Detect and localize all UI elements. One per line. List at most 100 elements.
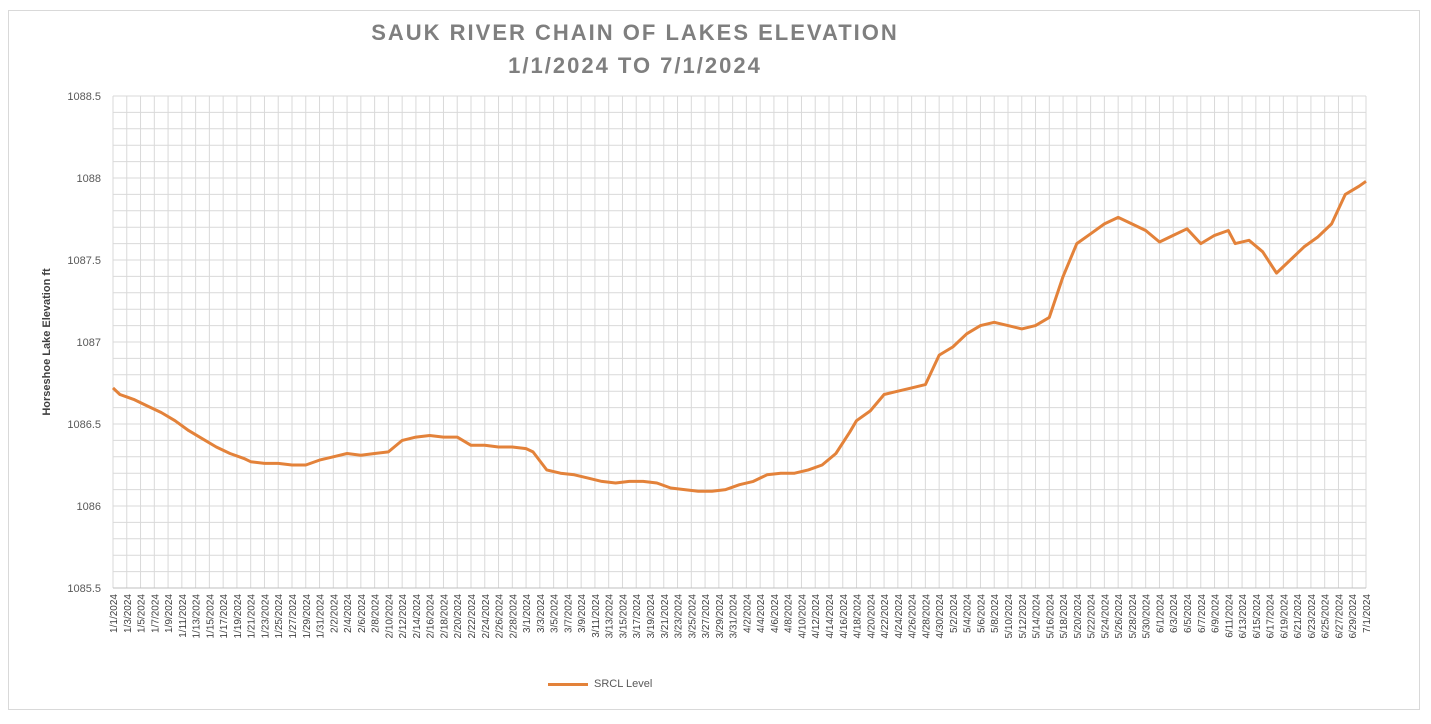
x-tick-label: 2/24/2024 — [481, 594, 492, 639]
x-tick-label: 1/5/2024 — [137, 594, 148, 633]
x-tick-label: 5/6/2024 — [976, 594, 987, 633]
x-tick-label: 1/19/2024 — [233, 594, 244, 639]
x-tick-label: 6/11/2024 — [1224, 594, 1235, 638]
x-tick-label: 5/24/2024 — [1100, 594, 1111, 639]
x-tick-label: 1/7/2024 — [150, 594, 161, 633]
x-tick-label: 4/26/2024 — [908, 594, 919, 639]
x-tick-label: 5/28/2024 — [1128, 594, 1139, 639]
x-tick-label: 1/31/2024 — [316, 594, 327, 639]
x-tick-label: 3/13/2024 — [605, 594, 616, 639]
x-tick-label: 4/16/2024 — [839, 594, 850, 639]
x-tick-label: 4/20/2024 — [866, 594, 877, 639]
x-tick-label: 3/27/2024 — [701, 594, 712, 639]
legend-label: SRCL Level — [594, 678, 653, 690]
y-tick-label: 1088.5 — [67, 91, 101, 103]
legend-swatch — [548, 682, 588, 686]
chart-title: SAUK RIVER CHAIN OF LAKES ELEVATION — [371, 20, 899, 45]
x-tick-label: 1/15/2024 — [205, 594, 216, 639]
x-tick-label: 5/20/2024 — [1073, 594, 1084, 639]
x-tick-label: 4/12/2024 — [811, 594, 822, 639]
x-tick-label: 1/27/2024 — [288, 594, 299, 639]
x-tick-label: 6/21/2024 — [1293, 594, 1304, 639]
x-tick-label: 2/2/2024 — [329, 594, 340, 633]
x-tick-label: 6/25/2024 — [1321, 594, 1332, 639]
chart-frame — [8, 10, 1420, 710]
x-tick-label: 2/26/2024 — [495, 594, 506, 639]
legend: SRCL Level — [548, 678, 652, 690]
x-tick-label: 4/8/2024 — [784, 594, 795, 633]
x-tick-label: 6/9/2024 — [1211, 594, 1222, 633]
x-tick-label: 2/22/2024 — [467, 594, 478, 639]
x-tick-label: 5/16/2024 — [1045, 594, 1056, 639]
x-tick-label: 3/23/2024 — [674, 594, 685, 639]
x-tick-label: 1/13/2024 — [192, 594, 203, 639]
y-tick-label: 1087 — [77, 337, 101, 349]
x-tick-label: 1/29/2024 — [302, 594, 313, 639]
x-tick-label: 5/14/2024 — [1032, 594, 1043, 639]
x-tick-label: 1/1/2024 — [109, 594, 120, 633]
x-tick-label: 1/3/2024 — [123, 594, 134, 633]
x-tick-label: 4/28/2024 — [921, 594, 932, 639]
x-tick-label: 3/11/2024 — [591, 594, 602, 638]
x-tick-label: 4/30/2024 — [935, 594, 946, 639]
x-tick-label: 4/18/2024 — [853, 594, 864, 639]
x-tick-label: 5/2/2024 — [949, 594, 960, 633]
x-tick-label: 1/25/2024 — [274, 594, 285, 639]
x-tick-label: 2/4/2024 — [343, 594, 354, 633]
x-tick-label: 3/17/2024 — [632, 594, 643, 639]
x-tick-label: 6/15/2024 — [1252, 594, 1263, 639]
x-tick-label: 4/14/2024 — [825, 594, 836, 639]
x-tick-label: 7/1/2024 — [1362, 594, 1373, 633]
x-tick-label: 5/8/2024 — [990, 594, 1001, 633]
x-tick-label: 2/18/2024 — [439, 594, 450, 639]
x-tick-label: 5/26/2024 — [1114, 594, 1125, 639]
x-tick-label: 4/10/2024 — [797, 594, 808, 639]
x-tick-label: 3/19/2024 — [646, 594, 657, 639]
x-tick-label: 6/5/2024 — [1183, 594, 1194, 633]
x-tick-label: 6/19/2024 — [1279, 594, 1290, 639]
x-tick-label: 5/12/2024 — [1018, 594, 1029, 639]
x-tick-label: 3/7/2024 — [563, 594, 574, 633]
y-tick-label: 1085.5 — [67, 583, 101, 595]
x-tick-label: 5/18/2024 — [1059, 594, 1070, 639]
x-tick-label: 2/16/2024 — [426, 594, 437, 639]
x-tick-label: 6/7/2024 — [1197, 594, 1208, 633]
x-tick-label: 2/12/2024 — [398, 594, 409, 639]
x-tick-label: 4/24/2024 — [894, 594, 905, 639]
y-tick-label: 1086.5 — [67, 419, 101, 431]
x-tick-label: 6/27/2024 — [1334, 594, 1345, 639]
x-tick-label: 5/30/2024 — [1142, 594, 1153, 639]
x-tick-label: 2/28/2024 — [508, 594, 519, 639]
x-tick-label: 3/25/2024 — [687, 594, 698, 639]
y-tick-label: 1087.5 — [67, 255, 101, 267]
chart-subtitle: 1/1/2024 TO 7/1/2024 — [508, 53, 762, 78]
y-tick-label: 1086 — [77, 501, 101, 513]
y-axis-title: Horseshoe Lake Elevation ft — [41, 268, 53, 416]
x-tick-label: 2/6/2024 — [357, 594, 368, 633]
x-tick-label: 2/8/2024 — [371, 594, 382, 633]
x-tick-label: 2/10/2024 — [384, 594, 395, 639]
x-tick-label: 3/21/2024 — [660, 594, 671, 639]
x-tick-label: 1/23/2024 — [260, 594, 271, 639]
x-tick-label: 6/29/2024 — [1348, 594, 1359, 639]
x-tick-label: 1/11/2024 — [178, 594, 189, 638]
x-tick-label: 6/13/2024 — [1238, 594, 1249, 639]
x-tick-label: 3/29/2024 — [715, 594, 726, 639]
x-tick-label: 3/9/2024 — [577, 594, 588, 633]
x-tick-label: 3/31/2024 — [729, 594, 740, 639]
x-tick-label: 6/17/2024 — [1266, 594, 1277, 639]
x-tick-label: 5/22/2024 — [1087, 594, 1098, 639]
x-tick-label: 1/21/2024 — [247, 594, 258, 639]
x-tick-label: 6/23/2024 — [1307, 594, 1318, 639]
x-tick-label: 4/22/2024 — [880, 594, 891, 639]
x-tick-label: 6/1/2024 — [1155, 594, 1166, 633]
x-tick-label: 6/3/2024 — [1169, 594, 1180, 633]
x-tick-label: 4/6/2024 — [770, 594, 781, 633]
x-tick-label: 3/3/2024 — [536, 594, 547, 633]
x-tick-label: 4/2/2024 — [742, 594, 753, 633]
series-line-srcl-level — [111, 180, 1367, 493]
y-tick-label: 1088 — [77, 173, 101, 185]
x-tick-label: 3/5/2024 — [550, 594, 561, 633]
x-tick-label: 3/15/2024 — [618, 594, 629, 639]
x-tick-label: 4/4/2024 — [756, 594, 767, 633]
